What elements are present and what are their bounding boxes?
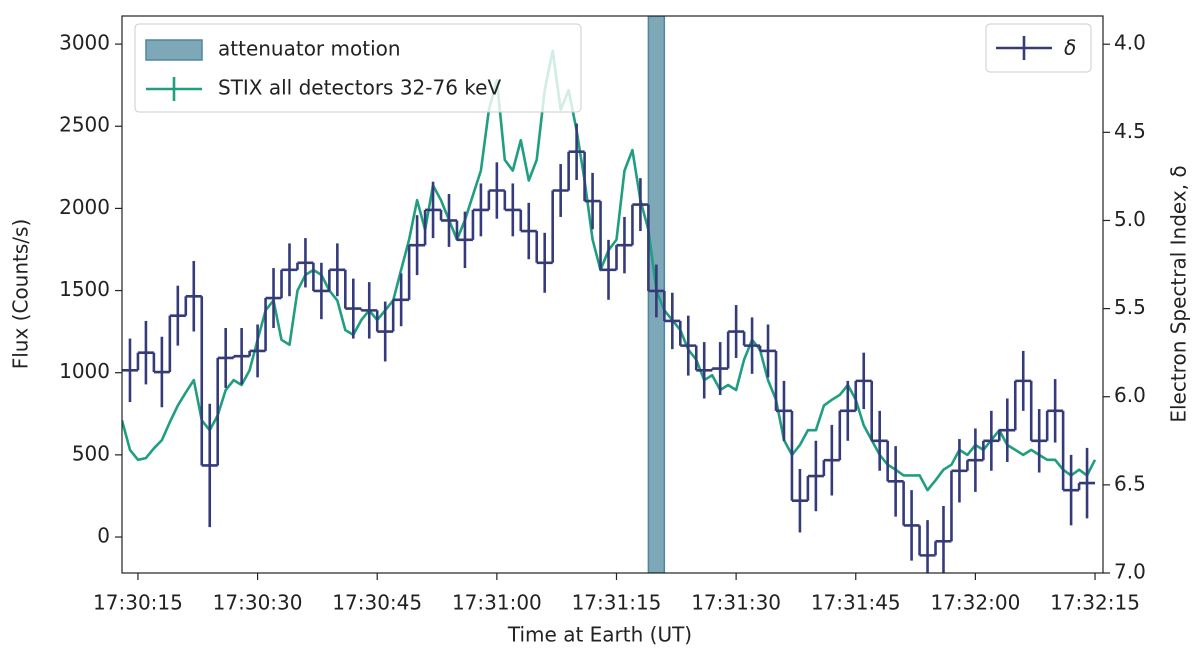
x-tick-label: 17:31:00 (452, 591, 542, 615)
y-tick-label: 2000 (59, 195, 110, 219)
y-tick-label: 1500 (59, 277, 110, 301)
y-tick-label: 3000 (59, 31, 110, 55)
x-tick-label: 17:31:15 (572, 591, 662, 615)
plot-frame (121, 15, 1104, 574)
x-tick-label: 17:31:30 (691, 591, 781, 615)
legend: attenuator motion STIX all detectors 32-7… (134, 23, 582, 113)
x-tick-label: 17:32:00 (930, 591, 1020, 615)
x-tick-label: 17:30:45 (332, 591, 422, 615)
x-tick-label: 17:32:15 (1050, 591, 1140, 615)
y-tick-label: 1000 (59, 359, 110, 383)
legend-label: STIX all detectors 32-76 keV (218, 76, 501, 100)
x-tick-label: 17:30:15 (93, 591, 183, 615)
x-tick-label: 17:30:30 (213, 591, 303, 615)
y2-tick-label: 6.5 (1114, 471, 1146, 495)
y2-tick-label: 4.5 (1114, 119, 1146, 143)
y2-tick-label: 7.0 (1114, 560, 1146, 584)
legend-swatch (145, 39, 203, 61)
legend-label: attenuator motion (218, 37, 401, 61)
y-tick-label: 500 (72, 441, 110, 465)
y-axis-label: Flux (Counts/s) (9, 219, 33, 370)
y2-axis-label: Electron Spectral Index, δ (1167, 165, 1191, 422)
plot-area (122, 16, 1097, 573)
legend-box (134, 23, 582, 113)
y2-tick-label: 5.0 (1114, 207, 1146, 231)
y2-tick-label: 6.0 (1114, 383, 1146, 407)
x-tick-label: 17:31:45 (811, 591, 901, 615)
y-tick-label: 2500 (59, 113, 110, 137)
y-tick-label: 0 (97, 524, 110, 548)
legend-label: δ (1064, 36, 1076, 60)
x-axis-label: Time at Earth (UT) (507, 623, 692, 647)
y2-tick-label: 5.5 (1114, 295, 1146, 319)
y2-tick-label: 4.0 (1114, 31, 1146, 55)
legend: δ (985, 23, 1092, 73)
